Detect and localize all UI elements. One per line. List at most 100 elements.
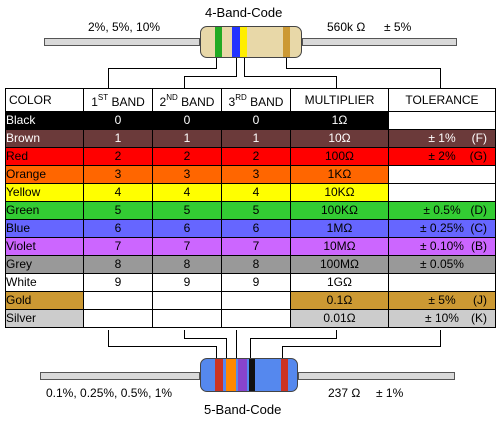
connector-line — [236, 58, 237, 76]
connector-line — [244, 76, 336, 77]
multiplier-cell: 0.01Ω — [290, 309, 389, 328]
connector-line — [286, 58, 287, 68]
band3-cell: 2 — [221, 147, 291, 166]
band3-cell — [221, 309, 291, 328]
tolerance-letter: (F) — [471, 131, 487, 145]
connector-line — [244, 58, 245, 76]
band2-cell: 0 — [152, 111, 222, 130]
five-band-example-value: 237 Ω — [328, 386, 361, 400]
four-band-left-lead — [44, 38, 200, 46]
multiplier-cell: 1Ω — [290, 111, 389, 130]
table-header-row: COLOR 1ST BAND 2ND BAND 3RD BAND MULTIPL… — [5, 88, 496, 112]
five-band-band5 — [281, 359, 288, 391]
five-band-title: 5-Band-Code — [204, 402, 282, 417]
color-name-cell: Yellow — [5, 183, 84, 202]
tolerance-value: ± 0.25% — [420, 221, 464, 235]
band1-cell: 9 — [83, 273, 153, 292]
connector-line — [108, 68, 217, 69]
four-band-band4 — [283, 27, 290, 57]
tolerance-value: ± 0.10% — [420, 239, 464, 253]
connector-line — [236, 330, 237, 358]
tolerance-cell: ± 0.05% — [388, 255, 496, 274]
multiplier-cell: 10KΩ — [290, 183, 389, 202]
connector-line — [108, 346, 216, 347]
tolerance-cell: ± 10% (K) — [388, 309, 496, 328]
band2-cell: 4 — [152, 183, 222, 202]
connector-line — [282, 346, 441, 347]
connector-line — [286, 68, 440, 69]
multiplier-cell: 0.1Ω — [290, 291, 389, 310]
color-code-table: COLOR 1ST BAND 2ND BAND 3RD BAND MULTIPL… — [5, 88, 496, 328]
color-name-cell: Brown — [5, 129, 84, 148]
table-row: Orange 3 3 3 1KΩ — [5, 165, 496, 184]
band2-cell: 9 — [152, 273, 222, 292]
multiplier-cell: 1KΩ — [290, 165, 389, 184]
color-name-cell: Green — [5, 201, 84, 220]
tolerance-cell: ± 5% (J) — [388, 291, 496, 310]
multiplier-cell: 10MΩ — [290, 237, 389, 256]
tolerance-value: ± 10% — [425, 311, 459, 325]
band3-cell: 8 — [221, 255, 291, 274]
five-band-band1 — [215, 359, 223, 391]
band3-cell: 9 — [221, 273, 291, 292]
connector-line — [226, 338, 227, 358]
tolerance-letter: (G) — [469, 149, 487, 163]
band2-cell: 5 — [152, 201, 222, 220]
connector-line — [336, 76, 337, 88]
multiplier-cell: 1GΩ — [290, 273, 389, 292]
four-band-band1 — [215, 27, 222, 57]
five-band-right-lead — [298, 372, 455, 380]
color-name-cell: Orange — [5, 165, 84, 184]
band3-cell: 4 — [221, 183, 291, 202]
color-name-cell: Silver — [5, 309, 84, 328]
multiplier-cell: 100MΩ — [290, 255, 389, 274]
tolerance-value: ± 0.05% — [420, 257, 464, 271]
four-band-right-lead — [302, 38, 457, 46]
table-row: Violet 7 7 7 10MΩ ± 0.10% (B) — [5, 237, 496, 256]
five-band-example-tolerance: ± 1% — [376, 386, 404, 400]
table-row: Yellow 4 4 4 10KΩ — [5, 183, 496, 202]
tolerance-cell — [388, 183, 496, 202]
five-band-resistor — [200, 358, 298, 392]
connector-line — [184, 76, 237, 77]
band3-cell: 5 — [221, 201, 291, 220]
tolerance-cell — [388, 273, 496, 292]
color-name-cell: Grey — [5, 255, 84, 274]
band2-cell: 1 — [152, 129, 222, 148]
five-band-band4 — [249, 359, 255, 391]
header-color: COLOR — [5, 88, 84, 112]
table-row: Red 2 2 2 100Ω ± 2% (G) — [5, 147, 496, 166]
five-band-band2 — [226, 359, 236, 391]
band2-cell — [152, 291, 222, 310]
connector-line — [108, 68, 109, 88]
band1-cell: 8 — [83, 255, 153, 274]
band2-cell: 7 — [152, 237, 222, 256]
tolerance-cell: ± 0.10% (B) — [388, 237, 496, 256]
table-row: Green 5 5 5 100KΩ ± 0.5% (D) — [5, 201, 496, 220]
four-band-resistor — [200, 26, 302, 58]
four-band-band2 — [232, 27, 240, 57]
four-band-tolerance-options: 2%, 5%, 10% — [88, 20, 161, 34]
band1-cell: 7 — [83, 237, 153, 256]
table-row: Black 0 0 0 1Ω — [5, 111, 496, 130]
header-tolerance: TOLERANCE — [388, 88, 496, 112]
table-row: White 9 9 9 1GΩ — [5, 273, 496, 292]
table-row: Silver 0.01Ω ± 10% (K) — [5, 309, 496, 328]
tolerance-letter: (J) — [473, 293, 487, 307]
tolerance-letter: (B) — [471, 239, 487, 253]
connector-line — [216, 58, 217, 68]
color-name-cell: Black — [5, 111, 84, 130]
band1-cell: 0 — [83, 111, 153, 130]
tolerance-letter: (C) — [470, 221, 487, 235]
tolerance-cell: ± 0.5% (D) — [388, 201, 496, 220]
multiplier-cell: 100Ω — [290, 147, 389, 166]
band1-cell: 3 — [83, 165, 153, 184]
tolerance-cell: ± 1% (F) — [388, 129, 496, 148]
band1-cell: 5 — [83, 201, 153, 220]
band3-cell: 3 — [221, 165, 291, 184]
tolerance-letter: (K) — [471, 311, 487, 325]
table-row: Gold 0.1Ω ± 5% (J) — [5, 291, 496, 310]
band3-cell: 1 — [221, 129, 291, 148]
five-band-left-lead — [40, 372, 200, 380]
band3-cell: 6 — [221, 219, 291, 238]
